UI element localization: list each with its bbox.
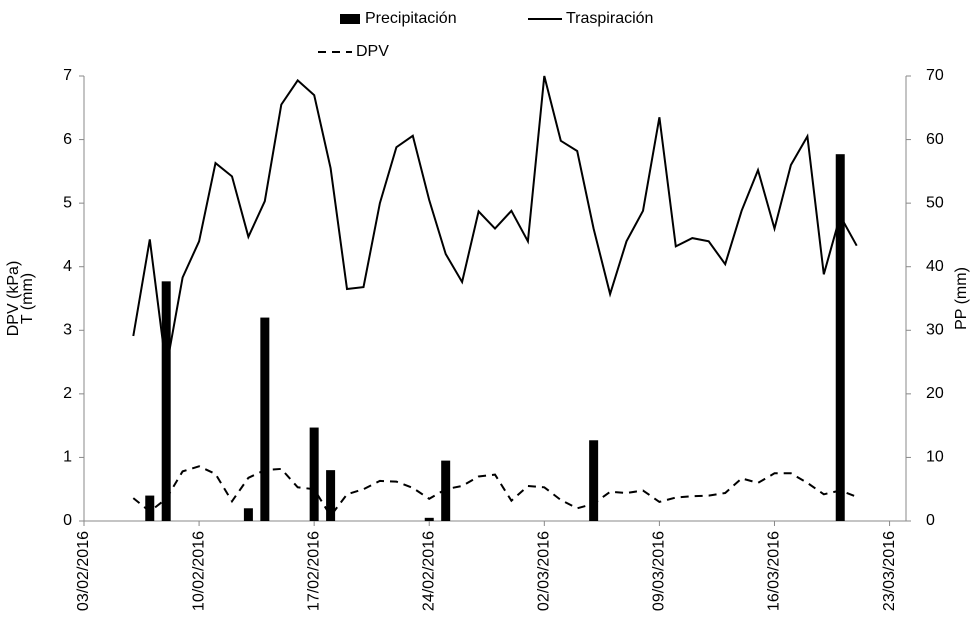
y2-tick-label: 10: [926, 449, 944, 466]
x-tick-label: 16/03/2016: [766, 531, 783, 611]
y2-tick-label: 50: [926, 194, 944, 211]
y-tick-label: 2: [63, 385, 72, 402]
y2-tick-label: 60: [926, 131, 944, 148]
bar: [243, 508, 253, 521]
y-axis-title: DPV (kPa): [5, 261, 22, 337]
bar: [161, 281, 171, 521]
y2-tick-label: 30: [926, 322, 944, 339]
legend-label: Traspiración: [566, 10, 653, 27]
y2-tick-label: 70: [926, 67, 944, 84]
y2-axis-title: PP (mm): [953, 267, 970, 330]
x-tick-label: 02/03/2016: [536, 531, 553, 611]
y-tick-label: 3: [63, 322, 72, 339]
x-tick-label: 24/02/2016: [420, 531, 437, 611]
bar: [835, 154, 845, 521]
line-series: [132, 465, 858, 518]
x-tick-label: 23/03/2016: [881, 531, 898, 611]
legend-label: Precipitación: [365, 10, 457, 27]
bar: [145, 495, 155, 521]
y-tick-label: 0: [63, 512, 72, 529]
legend-label: DPV: [356, 43, 389, 60]
bar: [309, 427, 319, 521]
y2-tick-label: 0: [926, 512, 935, 529]
x-tick-label: 03/02/2016: [75, 531, 92, 611]
bar: [441, 460, 451, 521]
bar: [424, 517, 434, 521]
y-tick-label: 6: [63, 131, 72, 148]
y-axis-title: T (mm): [19, 273, 36, 324]
y2-tick-label: 20: [926, 385, 944, 402]
y2-tick-label: 40: [926, 258, 944, 275]
bar: [260, 317, 270, 521]
y-tick-label: 1: [63, 449, 72, 466]
bar: [589, 440, 599, 521]
x-tick-label: 17/02/2016: [305, 531, 322, 611]
line-series: [132, 75, 858, 369]
x-tick-label: 09/03/2016: [651, 531, 668, 611]
y-tick-label: 7: [63, 67, 72, 84]
x-tick-label: 10/02/2016: [190, 531, 207, 611]
bar: [326, 470, 336, 521]
y-tick-label: 4: [63, 258, 72, 275]
y-tick-label: 5: [63, 194, 72, 211]
legend-swatch: [340, 14, 360, 24]
